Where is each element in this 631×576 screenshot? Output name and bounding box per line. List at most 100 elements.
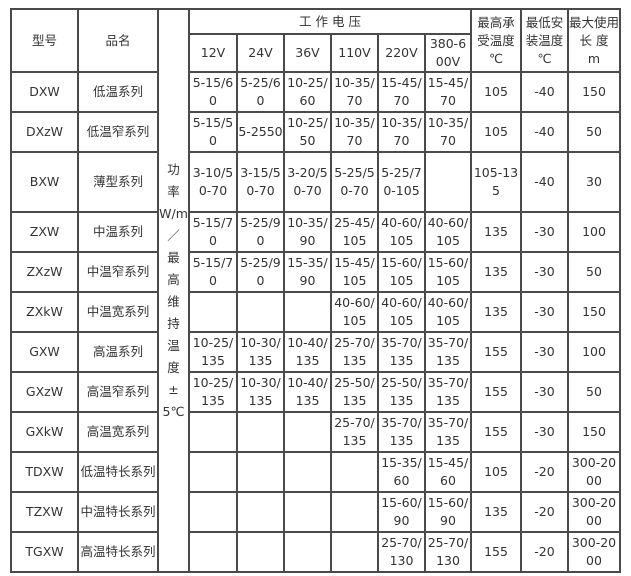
voltage-cell: 25-50/135 [330, 371, 379, 413]
voltage-cell: 10-25/50 [283, 111, 332, 153]
voltage-cell: 5-2550 [236, 111, 285, 153]
min-install-cell: -30 [520, 331, 569, 373]
power-label-line: 功 [167, 161, 180, 177]
table-row: TGXW 高温特长系列 25-70/130 25-70/130 155 -20 300-20… [10, 531, 622, 573]
name-cell: 高温特长系列 [77, 531, 159, 573]
voltage-cell: 15-60/105 [377, 251, 426, 293]
name-cell: 中温特长系列 [77, 491, 159, 533]
header-line: 受温度 [477, 32, 515, 48]
voltage-cell: 10-30/135 [236, 371, 285, 413]
voltage-cell: 5-25/90 [236, 211, 285, 253]
voltage-cell: 25-70/130 [377, 531, 426, 573]
header-line: 最低安 [525, 14, 564, 30]
header-line: ℃ [537, 50, 552, 66]
max-temp-cell: 135 [470, 491, 522, 533]
max-temp-cell: 155 [470, 411, 522, 453]
voltage-cell: 25-45/105 [330, 211, 379, 253]
voltage-cell [330, 531, 379, 573]
header-voltage-2: 36V [283, 33, 332, 73]
header-max-length: 最大使用长 度 m [566, 8, 622, 73]
voltage-cell [188, 451, 238, 493]
voltage-cell: 40-60/105 [424, 291, 472, 333]
voltage-cell: 10-35/70 [330, 111, 379, 153]
voltage-cell: 15-35/60 [377, 451, 426, 493]
voltage-cell: 25-70/130 [424, 531, 472, 573]
voltage-cell [330, 491, 379, 533]
header-max-temp: 最高承受温度 ℃ [470, 8, 522, 73]
voltage-cell [188, 531, 238, 573]
model-cell: TDXW [10, 451, 79, 493]
header-power: 功率 W/m ／ 最高维持温度 ±5℃ [157, 8, 190, 573]
voltage-cell [424, 151, 472, 213]
max-length-cell: 300-2000 [566, 531, 622, 573]
voltage-cell: 10-40/135 [283, 331, 332, 373]
max-temp-cell: 135 [470, 211, 522, 253]
voltage-cell: 5-25/60 [236, 71, 285, 113]
voltage-cell: 25-50/135 [377, 371, 426, 413]
voltage-cell [188, 291, 238, 333]
table-row: GXW 高温系列 10-25/135 10-30/135 10-40/135 25-70/… [10, 331, 622, 373]
voltage-cell: 5-15/60 [188, 71, 238, 113]
voltage-cell [236, 411, 285, 453]
header-voltage-group: 工 作 电 压 [188, 8, 472, 35]
voltage-cell: 35-70/135 [424, 331, 472, 373]
name-cell: 低温系列 [77, 71, 159, 113]
name-cell: 高温宽系列 [77, 411, 159, 453]
voltage-cell [283, 451, 332, 493]
min-install-cell: -30 [520, 211, 569, 253]
voltage-cell: 40-60/105 [377, 291, 426, 333]
power-label-line: ／ [167, 227, 180, 243]
voltage-cell: 10-35/70 [330, 71, 379, 113]
voltage-cell: 5-25/50-70 [330, 151, 379, 213]
voltage-cell: 10-40/135 [283, 371, 332, 413]
min-install-cell: -30 [520, 291, 569, 333]
product-spec-table: 型号 品名 功率 W/m ／ 最高维持温度 ±5℃ 工 作 电 压 最高承受温度 ℃ 最低… [10, 8, 622, 573]
voltage-cell: 15-60/105 [424, 251, 472, 293]
voltage-cell [330, 451, 379, 493]
header-line: ℃ [488, 50, 504, 66]
voltage-cell [188, 491, 238, 533]
voltage-cell: 10-30/135 [236, 331, 285, 373]
voltage-cell: 15-35/90 [283, 251, 332, 293]
header-line: m [587, 50, 601, 66]
min-install-cell: -30 [520, 411, 569, 453]
voltage-cell [236, 451, 285, 493]
power-label-line: 率 [167, 183, 180, 199]
header-voltage-1: 24V [236, 33, 285, 73]
voltage-cell: 40-60/105 [377, 211, 426, 253]
max-temp-cell: 105-135 [470, 151, 522, 213]
table-row: DXW 低温系列 5-15/60 5-25/60 10-25/60 10-35/70 15-… [10, 71, 622, 113]
max-temp-cell: 135 [470, 251, 522, 293]
max-temp-cell: 135 [470, 291, 522, 333]
power-label-line: 度 [167, 359, 180, 375]
max-temp-cell: 105 [470, 71, 522, 113]
max-length-cell: 300-2000 [566, 491, 622, 533]
max-temp-cell: 155 [470, 371, 522, 413]
max-temp-cell: 155 [470, 531, 522, 573]
max-length-cell: 50 [566, 111, 622, 153]
header-model: 型号 [10, 8, 79, 73]
min-install-cell: -40 [520, 151, 569, 213]
header-name: 品名 [77, 8, 159, 73]
max-length-cell: 50 [566, 251, 622, 293]
min-install-cell: -20 [520, 491, 569, 533]
min-install-cell: -30 [520, 251, 569, 293]
voltage-cell: 3-15/50-70 [236, 151, 285, 213]
voltage-cell: 15-45/70 [424, 71, 472, 113]
voltage-cell: 40-60/105 [424, 211, 472, 253]
model-cell: ZXzW [10, 251, 79, 293]
voltage-cell: 10-35/70 [377, 111, 426, 153]
voltage-cell: 40-60/105 [330, 291, 379, 333]
voltage-cell: 35-70/135 [424, 371, 472, 413]
voltage-cell: 5-25/70-105 [377, 151, 426, 213]
table-row: BXW 薄型系列 3-10/50-70 3-15/50-70 3-20/50-70 5-2… [10, 151, 622, 213]
header-voltage-4: 220V [377, 33, 426, 73]
header-line: 最高承 [477, 14, 515, 30]
voltage-cell: 3-10/50-70 [188, 151, 238, 213]
voltage-cell: 15-45/105 [330, 251, 379, 293]
max-length-cell: 150 [566, 411, 622, 453]
header-line: 装温度 [525, 32, 564, 48]
voltage-cell: 10-35/70 [424, 111, 472, 153]
voltage-cell [283, 291, 332, 333]
max-temp-cell: 105 [470, 111, 522, 153]
